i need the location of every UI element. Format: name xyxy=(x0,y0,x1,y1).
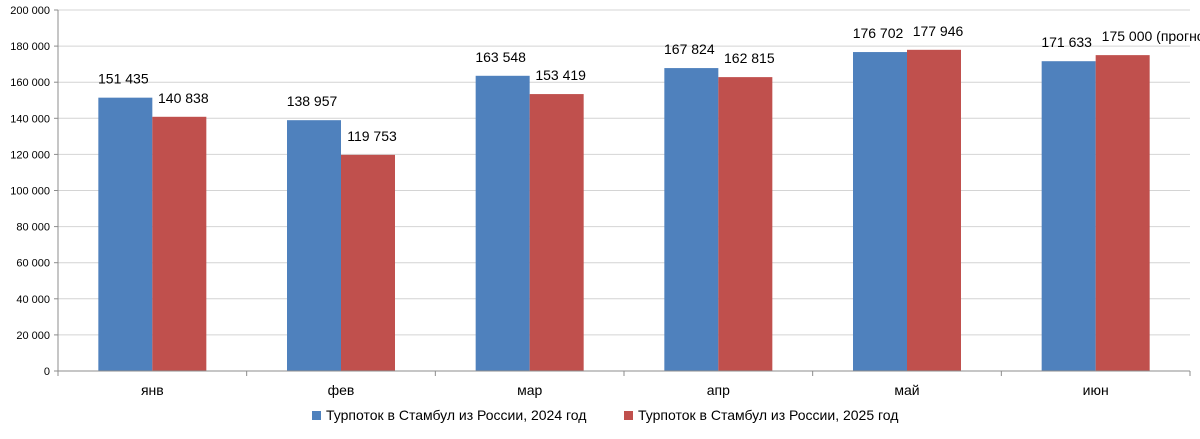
bar-2024-4 xyxy=(853,52,907,372)
data-label: 175 000 (прогноз) xyxy=(1102,28,1200,44)
x-axis-categories: янв фев мар апр май июн xyxy=(141,382,1109,398)
legend-label-2025: Турпоток в Стамбул из России, 2025 год xyxy=(638,407,898,423)
data-label: 163 548 xyxy=(475,49,526,65)
legend-swatch-2025 xyxy=(624,411,633,420)
y-tick-label: 60 000 xyxy=(16,258,50,270)
data-label: 167 824 xyxy=(664,41,715,57)
x-category-label: май xyxy=(894,382,919,398)
data-labels: 151 435 140 838 138 957 119 753 163 548 153 4… xyxy=(98,23,1200,144)
bar-2025-2 xyxy=(529,94,584,371)
data-label: 151 435 xyxy=(98,71,149,87)
bar-2024-5 xyxy=(1041,61,1096,372)
bar-2024-2 xyxy=(475,75,530,371)
data-label: 176 702 xyxy=(853,25,904,41)
y-tick-label: 40 000 xyxy=(16,294,50,306)
y-tick-label: 180 000 xyxy=(10,41,50,53)
bar-2025-5 xyxy=(1095,55,1150,371)
y-tick-label: 160 000 xyxy=(10,77,50,89)
bar-2024-0 xyxy=(98,97,153,372)
legend-label-2024: Турпоток в Стамбул из России, 2024 год xyxy=(326,407,586,423)
data-label: 162 815 xyxy=(724,50,775,66)
y-tick-label: 120 000 xyxy=(10,149,50,161)
x-category-label: апр xyxy=(707,382,730,398)
x-category-label: фев xyxy=(328,382,355,398)
x-category-label: янв xyxy=(141,382,164,398)
bar-2024-3 xyxy=(664,68,719,371)
data-label: 138 957 xyxy=(287,93,338,109)
legend-swatch-2024 xyxy=(312,411,321,420)
data-label: 171 633 xyxy=(1041,34,1092,50)
y-tick-label: 140 000 xyxy=(10,113,50,125)
bar-2024-1 xyxy=(287,120,341,371)
bar-2025-4 xyxy=(907,49,961,372)
y-tick-label: 100 000 xyxy=(10,186,50,198)
y-tick-label: 200 000 xyxy=(10,5,50,17)
data-label: 140 838 xyxy=(158,90,209,106)
bar-2025-3 xyxy=(718,77,773,371)
data-label: 119 753 xyxy=(347,128,397,144)
data-label: 177 946 xyxy=(913,23,964,39)
y-tick-label: 0 xyxy=(44,366,50,378)
bars xyxy=(98,49,1150,372)
y-axis-ticks: 0 20 000 40 000 60 000 80 000 100 000 120 000 1… xyxy=(10,5,58,378)
bar-2025-1 xyxy=(341,154,395,371)
legend: Турпоток в Стамбул из России, 2024 год Ту… xyxy=(312,407,898,423)
axes xyxy=(57,10,1191,376)
data-label: 153 419 xyxy=(535,67,586,83)
gridlines xyxy=(58,9,1190,336)
y-tick-label: 20 000 xyxy=(16,330,50,342)
x-category-label: мар xyxy=(517,382,542,398)
y-tick-label: 80 000 xyxy=(16,222,50,234)
bar-2025-0 xyxy=(152,116,207,371)
x-category-label: июн xyxy=(1083,382,1109,398)
